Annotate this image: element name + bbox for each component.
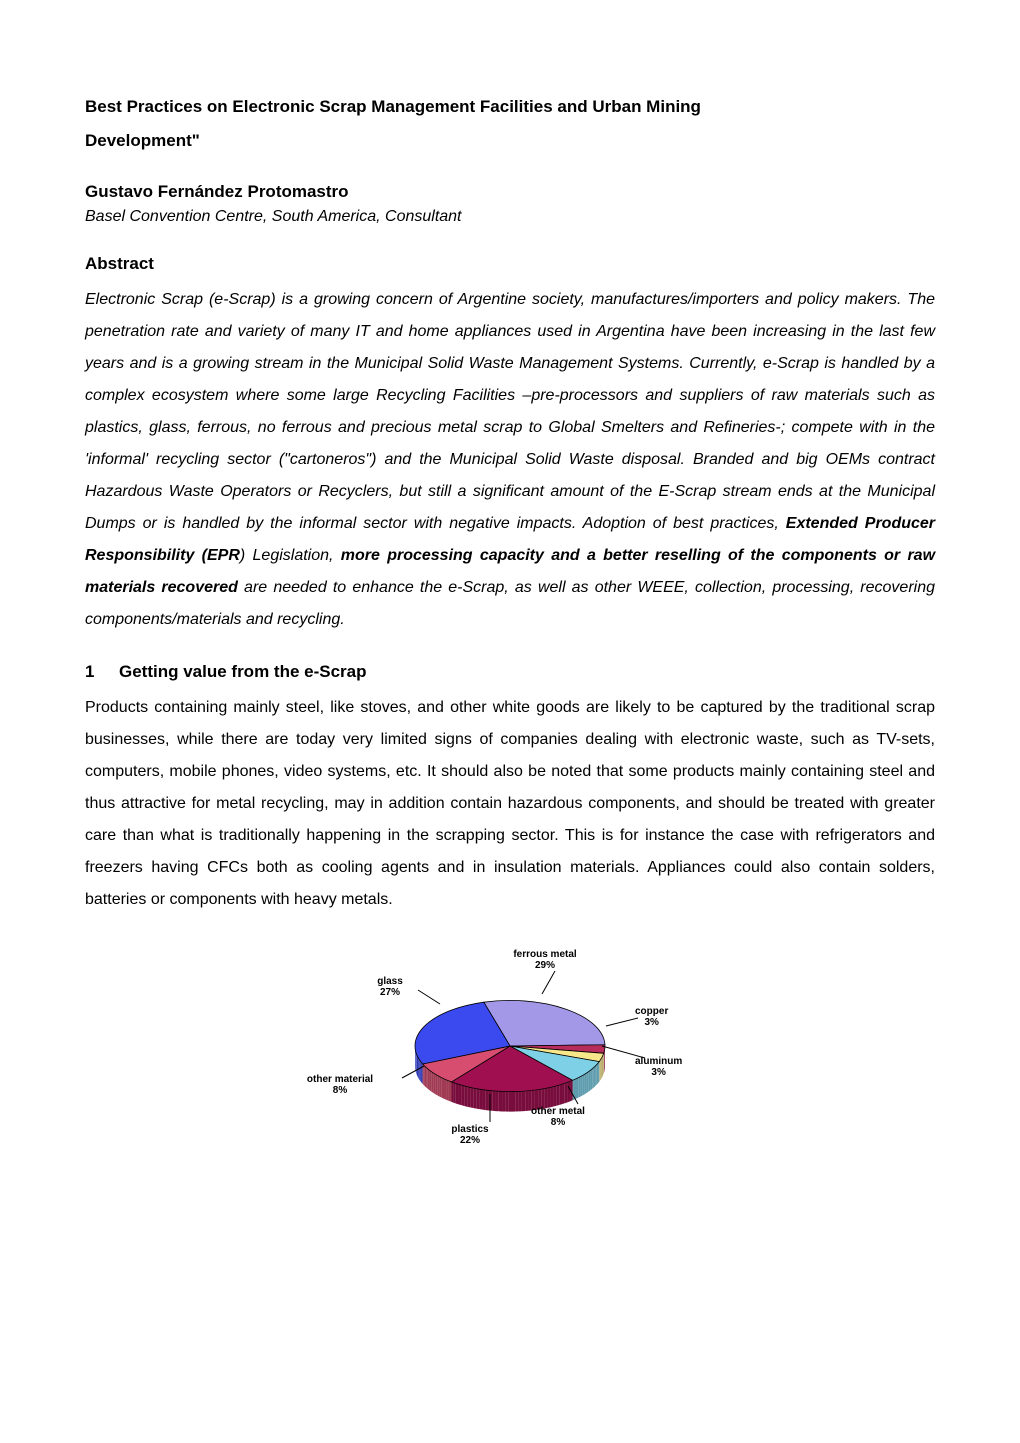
section-1-heading: 1Getting value from the e-Scrap: [85, 662, 935, 682]
abstract-heading: Abstract: [85, 254, 935, 274]
author-name: Gustavo Fernández Protomastro: [85, 182, 935, 202]
section-1-number: 1: [85, 662, 119, 682]
section-1-body: Products containing mainly steel, like s…: [85, 692, 935, 916]
pie-slice-label: other material8%: [307, 1074, 373, 1096]
author-affiliation: Basel Convention Centre, South America, …: [85, 208, 935, 226]
pie-slice-label: aluminum3%: [635, 1056, 682, 1078]
pie-slice-label: plastics22%: [451, 1124, 488, 1146]
pie-chart-container: ferrous metal29% copper3% aluminum3% other …: [85, 946, 935, 1156]
pie-slice-label: copper3%: [635, 1006, 668, 1028]
title-line-1: Best Practices on Electronic Scrap Manag…: [85, 97, 701, 116]
pie-chart: ferrous metal29% copper3% aluminum3% other …: [280, 946, 740, 1156]
pie-slice-label: glass27%: [377, 976, 403, 998]
title-line-2: Development": [85, 131, 200, 150]
pie-slice-label: other metal8%: [531, 1106, 585, 1128]
abstract-text-run: ) Legislation,: [240, 547, 341, 564]
pie-slice-label: ferrous metal29%: [513, 949, 576, 971]
abstract-text-run: Electronic Scrap (e-Scrap) is a growing …: [85, 291, 935, 532]
abstract-body: Electronic Scrap (e-Scrap) is a growing …: [85, 284, 935, 636]
document-title: Best Practices on Electronic Scrap Manag…: [85, 90, 935, 158]
pie-chart-svg: [280, 946, 740, 1156]
section-1-title: Getting value from the e-Scrap: [119, 662, 367, 681]
